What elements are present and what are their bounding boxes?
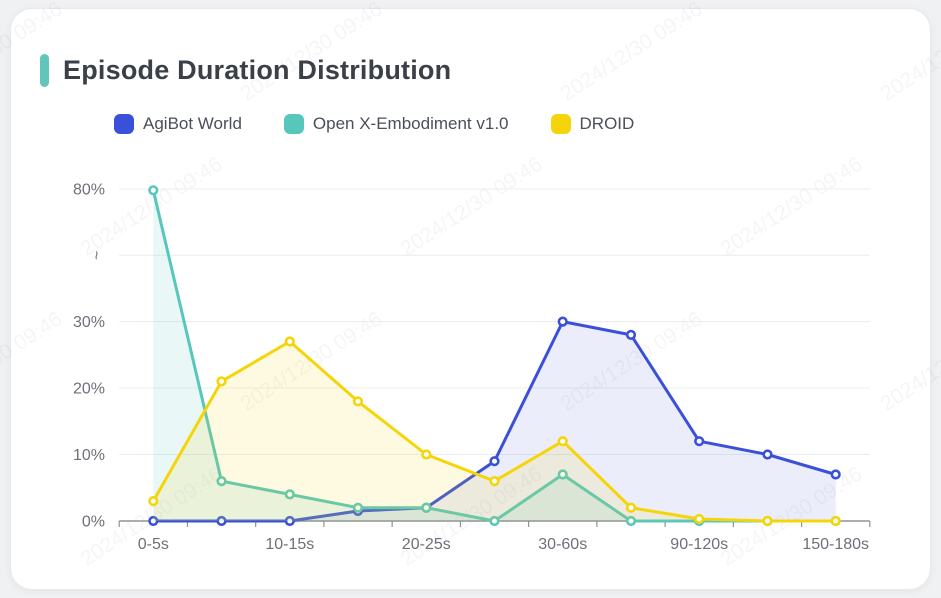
legend-swatch-droid xyxy=(550,114,571,134)
title-accent-bar xyxy=(40,53,49,87)
data-point-marker xyxy=(421,502,432,513)
data-point-marker xyxy=(148,496,159,507)
data-point-marker xyxy=(489,456,500,467)
data-point-marker xyxy=(762,515,773,527)
data-point-marker xyxy=(284,489,295,500)
data-point-marker xyxy=(694,436,705,447)
data-point-marker xyxy=(489,476,500,487)
data-point-marker xyxy=(557,469,568,480)
data-point-marker xyxy=(694,513,705,525)
data-point-marker xyxy=(148,515,159,527)
data-point-marker xyxy=(216,476,227,487)
data-point-marker xyxy=(421,449,432,460)
legend-item-droid[interactable]: DROID xyxy=(550,114,635,134)
legend-item-open-x-embodiment[interactable]: Open X-Embodiment v1.0 xyxy=(283,114,509,134)
y-axis-tick-label: 0% xyxy=(82,514,105,531)
x-axis-tick-label: 150-180s xyxy=(802,536,869,553)
data-point-marker xyxy=(148,185,159,196)
data-point-marker xyxy=(830,515,841,527)
data-point-marker xyxy=(625,502,637,513)
data-point-marker xyxy=(625,515,637,527)
legend-item-agibot-world[interactable]: AgiBot World xyxy=(114,114,242,134)
y-axis-tick-label: 20% xyxy=(73,381,105,398)
x-axis-tick-label: 30-60s xyxy=(538,536,587,553)
data-point-marker xyxy=(284,515,295,527)
legend-label: Open X-Embodiment v1.0 xyxy=(312,114,509,133)
data-point-marker xyxy=(284,336,295,347)
data-point-marker xyxy=(352,396,364,407)
series-area-droid xyxy=(153,341,836,521)
legend-swatch-agibot-world xyxy=(114,114,134,134)
y-axis-break-mark: ~ xyxy=(89,251,106,260)
chart-legend: AgiBot World Open X-Embodiment v1.0 DROI… xyxy=(114,112,634,136)
chart-card xyxy=(10,8,931,590)
legend-swatch-open-x-embodiment xyxy=(283,114,304,134)
series-area-agibot-world xyxy=(153,321,836,521)
data-point-marker xyxy=(216,515,227,527)
x-axis-tick-label: 90-120s xyxy=(670,536,728,553)
data-point-marker xyxy=(557,436,568,447)
x-axis-tick-label: 20-25s xyxy=(402,536,451,553)
data-point-marker xyxy=(216,376,227,387)
series-area-open-x-embodiment-v1-0 xyxy=(153,190,836,522)
data-point-marker xyxy=(762,449,773,460)
x-axis-tick-label: 0-5s xyxy=(138,536,169,553)
data-point-marker xyxy=(557,316,568,327)
legend-label: AgiBot World xyxy=(143,114,242,133)
page-title: Episode Duration Distribution xyxy=(63,54,452,85)
data-point-marker xyxy=(625,329,637,341)
x-axis-tick-label: 10-15s xyxy=(265,536,314,553)
data-point-marker xyxy=(489,515,500,527)
chart-header: Episode Duration Distribution xyxy=(40,52,451,88)
data-point-marker xyxy=(830,469,841,480)
y-axis-tick-label: 30% xyxy=(73,314,105,331)
data-point-marker xyxy=(352,502,364,513)
y-axis-tick-label: 10% xyxy=(73,447,105,464)
y-axis-tick-label: 80% xyxy=(73,182,105,199)
legend-label: DROID xyxy=(579,114,635,133)
